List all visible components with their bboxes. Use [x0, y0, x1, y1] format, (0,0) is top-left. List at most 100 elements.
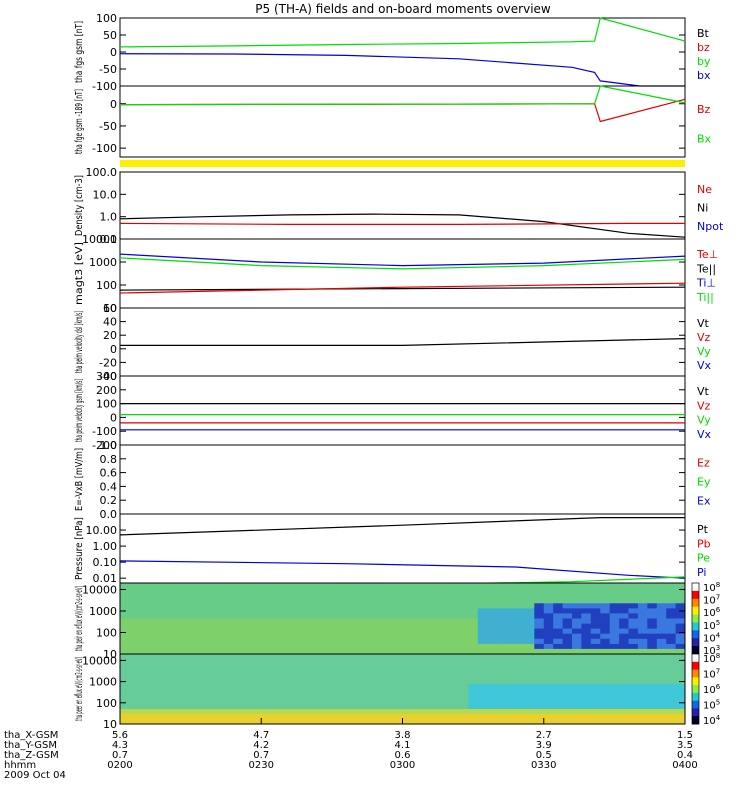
spectrogram-cell [647, 598, 657, 604]
spectrogram-cell [261, 664, 271, 670]
spectrogram-cell [450, 699, 460, 705]
y-tick-label: -20 [99, 356, 117, 369]
spectrogram-cell [384, 704, 394, 710]
spectrogram-cell [318, 689, 328, 695]
spectrogram-cell [384, 659, 394, 665]
y-tick-label: 0 [110, 343, 117, 356]
spectrogram-cell [497, 659, 507, 665]
spectrogram-cell [421, 669, 431, 675]
spectrogram-cell [233, 639, 243, 645]
spectrogram-cell [600, 583, 610, 589]
spectrogram-cell [120, 699, 130, 705]
spectrogram-cell [459, 714, 469, 720]
spectrogram-cell [657, 674, 667, 680]
spectrogram-cell [563, 608, 573, 614]
spectrogram-cell [242, 714, 252, 720]
spectrogram-cell [534, 679, 544, 685]
spectrogram-cell [252, 603, 262, 609]
spectrogram-cell [393, 634, 403, 640]
spectrogram-cell [421, 624, 431, 630]
spectrogram-cell [167, 709, 177, 715]
spectrogram-cell [553, 694, 563, 700]
spectrogram-cell [431, 699, 441, 705]
spectrogram-cell [158, 608, 168, 614]
spectrogram-cell [516, 598, 526, 604]
spectrogram-cell [139, 714, 149, 720]
spectrogram-cell [440, 669, 450, 675]
spectrogram-cell [177, 664, 187, 670]
spectrogram-cell [629, 588, 639, 594]
spectrogram-cell [516, 639, 526, 645]
spectrogram-cell [581, 603, 591, 609]
spectrogram-cell [619, 624, 629, 630]
spectrogram-cell [290, 679, 300, 685]
spectrogram-cell [299, 689, 309, 695]
spectrogram-cell [403, 694, 413, 700]
colorbar-tick-label: 108 [703, 652, 720, 665]
spectrogram-cell [497, 629, 507, 635]
spectrogram-cell [261, 654, 271, 660]
spectrogram-cell [393, 664, 403, 670]
spectrogram-cell [553, 654, 563, 660]
spectrogram-cell [290, 684, 300, 690]
spectrogram-cell [591, 694, 601, 700]
spectrogram-cell [431, 634, 441, 640]
spectrogram-cell [431, 689, 441, 695]
spectrogram-cell [374, 709, 384, 715]
spectrogram-cell [205, 704, 215, 710]
spectrogram-cell [478, 659, 488, 665]
spectrogram-cell [563, 699, 573, 705]
spectrogram-cell [261, 608, 271, 614]
spectrogram-cell [431, 598, 441, 604]
spectrogram-cell [581, 619, 591, 625]
colorbar-segment [692, 685, 699, 693]
spectrogram-cell [205, 639, 215, 645]
spectrogram-cell [676, 583, 686, 589]
spectrogram-cell [619, 709, 629, 715]
y-tick-label: 1000 [89, 256, 117, 269]
spectrogram-cell [647, 654, 657, 660]
spectrogram-cell [497, 639, 507, 645]
spectrogram-cell [666, 669, 676, 675]
spectrogram-cell [638, 619, 648, 625]
spectrogram-cell [290, 699, 300, 705]
spectrogram-cell [610, 704, 620, 710]
spectrogram-cell [600, 664, 610, 670]
spectrogram-cell [280, 689, 290, 695]
spectrogram-cell [534, 709, 544, 715]
spectrogram-cell [214, 714, 224, 720]
spectrogram-cell [233, 619, 243, 625]
spectrogram-cell [450, 694, 460, 700]
spectrogram-cell [431, 593, 441, 599]
panel-frame [120, 239, 685, 308]
legend-label: Vy [697, 414, 711, 427]
spectrogram-cell [478, 603, 488, 609]
spectrogram-cell [205, 674, 215, 680]
spectrogram-cell [421, 629, 431, 635]
spectrogram-cell [591, 674, 601, 680]
spectrogram-cell [393, 699, 403, 705]
spectrogram-cell [497, 583, 507, 589]
spectrogram-cell [271, 669, 281, 675]
spectrogram-cell [214, 624, 224, 630]
spectrogram-cell [629, 659, 639, 665]
spectrogram-cell [205, 634, 215, 640]
spectrogram-cell [487, 619, 497, 625]
spectrogram-cell [572, 654, 582, 660]
spectrogram-cell [572, 624, 582, 630]
spectrogram-cell [280, 639, 290, 645]
spectrogram-cell [666, 613, 676, 619]
spectrogram-cell [167, 644, 177, 650]
spectrogram-cell [242, 659, 252, 665]
panel-frame [120, 445, 685, 514]
spectrogram-cell [506, 659, 516, 665]
spectrogram-cell [619, 699, 629, 705]
spectrogram-cell [657, 664, 667, 670]
spectrogram-cell [600, 588, 610, 594]
spectrogram-cell [553, 583, 563, 589]
y-tick-label: -50 [99, 120, 117, 133]
spectrogram-cell [233, 669, 243, 675]
spectrogram-cell [299, 624, 309, 630]
spectrogram-cell [506, 709, 516, 715]
spectrogram-cell [129, 593, 139, 599]
